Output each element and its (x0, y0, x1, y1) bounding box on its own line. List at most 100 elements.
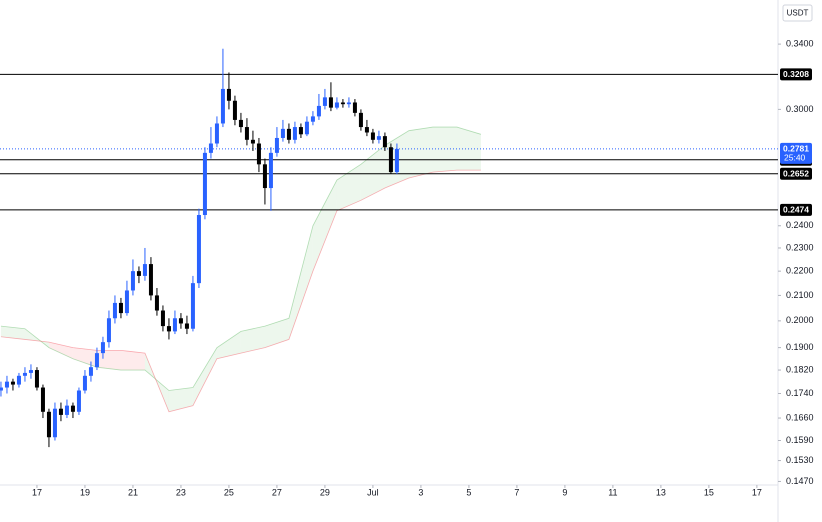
candle-body (106, 318, 111, 343)
candle-body (178, 318, 183, 324)
x-tick-label: 11 (608, 487, 617, 497)
candle-body (142, 264, 147, 276)
ichimoku-cloud (0, 126, 482, 413)
candle-body (238, 119, 243, 128)
currency: USDT (787, 9, 809, 18)
x-tick-label: 7 (514, 487, 519, 497)
candle-body (82, 375, 87, 391)
x-tick-label: Jul (367, 487, 379, 497)
candle-body (244, 127, 249, 140)
countdown-label: 25:40 (784, 153, 806, 163)
x-tick-label: 13 (656, 487, 666, 497)
level-label-box (780, 68, 812, 81)
candle-body (280, 128, 285, 138)
last-price-label: 0.2781 (783, 144, 809, 154)
candle-body (376, 136, 381, 140)
x-tick-label: 23 (176, 487, 186, 497)
x-tick-label: 17 (752, 487, 762, 497)
cloud-fill (336, 164, 361, 211)
y-tick-label: 0.1660 (786, 412, 814, 422)
cloud-fill (144, 353, 169, 412)
candle-body (136, 271, 141, 276)
candle-body (100, 342, 105, 354)
cloud-fill (48, 342, 73, 359)
candle-body (16, 375, 21, 385)
y-tick-label: 0.3400 (786, 38, 814, 48)
candle-body (154, 295, 159, 311)
candle-body (214, 123, 219, 144)
x-tick-label: 25 (224, 487, 234, 497)
level-label: 0.3208 (783, 69, 809, 79)
y-tick-label: 0.1590 (786, 435, 814, 445)
candle-body (166, 326, 171, 332)
candle-body (364, 127, 369, 133)
cloud-fill (192, 347, 217, 406)
candle-body (286, 128, 291, 140)
candle-body (358, 112, 363, 128)
candle-body (160, 310, 165, 327)
cloud-fill (168, 387, 193, 412)
candle-body (256, 143, 261, 165)
candle-body (94, 353, 99, 368)
candle-body (334, 102, 339, 108)
candle-body (340, 102, 345, 105)
candle-body (316, 105, 321, 117)
y-tick-label: 0.1470 (786, 476, 814, 486)
y-tick-label: 0.3000 (786, 104, 814, 114)
cloud-fill (264, 318, 289, 348)
y-tick-label: 0.1740 (786, 388, 814, 398)
currency-box[interactable] (782, 4, 813, 22)
candle-body (172, 318, 177, 332)
y-tick-label: 0.2300 (786, 242, 814, 252)
candle-body (58, 408, 63, 415)
candle-body (310, 116, 315, 122)
candle-body (112, 302, 117, 319)
candle-body (46, 411, 51, 438)
level-label-box (780, 203, 812, 216)
y-tick-label: 0.2200 (786, 266, 814, 276)
candle-body (118, 302, 123, 314)
candle-body (352, 102, 357, 113)
candle-body (0, 387, 3, 391)
candle-body (346, 102, 351, 105)
cloud-fill (0, 326, 25, 340)
cloud-line (0, 169, 481, 413)
cloud-fill (240, 326, 265, 354)
x-tick-label: 15 (704, 487, 714, 497)
level-label: 0.2652 (783, 168, 809, 178)
candle-body (184, 323, 189, 329)
candle-body (148, 264, 153, 296)
candle-body (28, 370, 33, 373)
y-tick-label: 0.2100 (786, 290, 814, 300)
candle-body (124, 290, 129, 314)
x-tick-label: 29 (320, 487, 330, 497)
cloud-fill (96, 350, 121, 371)
candle-body (370, 132, 375, 140)
candle-body (262, 164, 267, 189)
y-tick-label: 0.1900 (786, 342, 814, 352)
candle-body (274, 137, 279, 153)
level-label-box (780, 167, 812, 180)
candle-body (388, 147, 393, 173)
level-label: 0.2474 (783, 205, 809, 215)
candle-body (10, 381, 15, 385)
x-tick-label: 21 (128, 487, 138, 497)
candle-body (130, 271, 135, 291)
candle-body (70, 405, 75, 412)
x-tick-label: 19 (80, 487, 90, 497)
candle-body (88, 367, 93, 376)
candle-body (232, 100, 237, 120)
candle-body (4, 381, 9, 388)
cloud-fill (288, 225, 313, 340)
x-tick-label: 3 (418, 487, 423, 497)
candle-body (76, 390, 81, 412)
cloud-fill (24, 328, 49, 348)
candle-body (34, 370, 39, 388)
x-tick-label: 17 (32, 487, 42, 497)
candle-body (394, 148, 399, 173)
candle-body (292, 127, 297, 140)
cloud-fill (432, 127, 457, 173)
candle-body (268, 152, 273, 189)
